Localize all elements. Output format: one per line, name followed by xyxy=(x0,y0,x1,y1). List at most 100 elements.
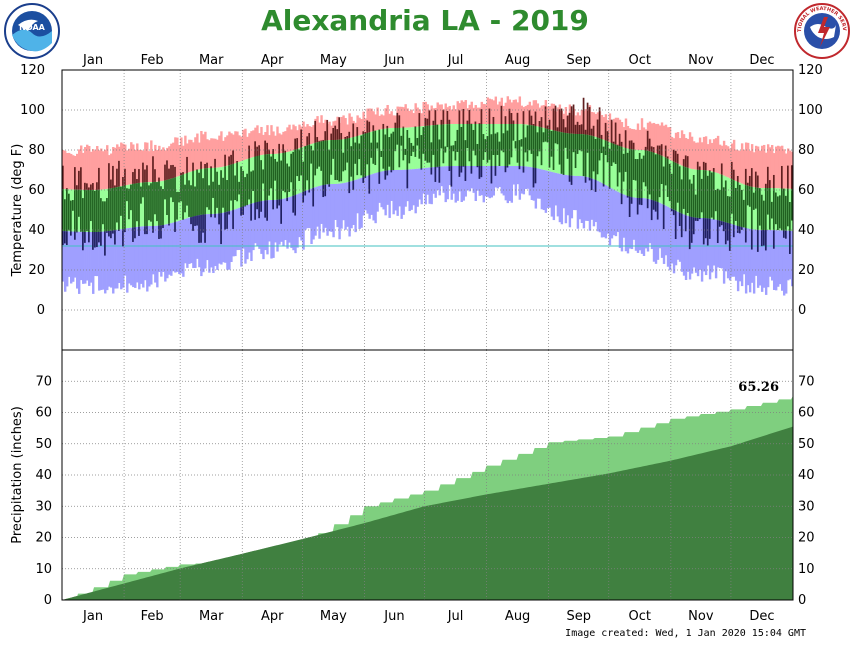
daily-observed-bar xyxy=(228,211,230,215)
daily-observed-bar xyxy=(726,222,729,241)
precipitation-tick-left: 50 xyxy=(35,437,52,452)
record-high-band-bar xyxy=(380,114,383,130)
record-high-band-bar xyxy=(526,104,530,125)
record-low-band-bar xyxy=(782,230,786,296)
record-low-band-bar xyxy=(462,166,465,201)
daily-observed-bar xyxy=(364,132,367,134)
record-low-band-bar xyxy=(374,173,377,224)
daily-observed-bar xyxy=(256,155,258,202)
daily-observed-bar xyxy=(76,185,78,190)
record-low-band-bar xyxy=(482,166,485,203)
record-low-band-bar xyxy=(214,213,217,267)
record-low-band-bar xyxy=(94,231,97,277)
record-low-band-bar xyxy=(346,182,349,227)
daily-observed-bar xyxy=(228,165,230,212)
record-low-band-bar xyxy=(102,231,105,290)
daily-observed-bar xyxy=(194,216,196,226)
record-high-band-bar xyxy=(656,123,660,154)
temperature-tick-left: 120 xyxy=(20,63,45,78)
record-high-band-bar xyxy=(732,139,736,181)
daily-observed-bar xyxy=(694,194,697,218)
daily-observed-bar xyxy=(586,134,589,153)
daily-observed-bar xyxy=(608,148,611,188)
record-high-band-bar xyxy=(776,145,780,189)
record-low-band-bar xyxy=(498,166,501,187)
record-high-band-bar xyxy=(244,128,247,160)
daily-observed-bar xyxy=(546,128,549,143)
record-low-band-bar xyxy=(790,230,794,287)
daily-observed-bar xyxy=(294,138,297,150)
record-high-band-bar xyxy=(420,113,423,127)
record-high-band-bar xyxy=(502,105,506,124)
record-low-band-bar xyxy=(512,166,516,185)
daily-observed-bar xyxy=(672,161,675,210)
record-high-band-bar xyxy=(268,135,271,155)
record-high-band-bar xyxy=(206,139,209,169)
daily-observed-bar xyxy=(88,187,90,190)
daily-observed-bar xyxy=(220,213,222,245)
daily-observed-bar xyxy=(248,145,250,159)
record-low-band-bar xyxy=(504,166,508,201)
record-high-band-bar xyxy=(132,144,135,184)
record-low-band-bar xyxy=(668,207,672,271)
daily-observed-bar xyxy=(578,124,581,135)
daily-observed-bar xyxy=(734,187,737,221)
record-high-band-bar xyxy=(546,106,550,129)
record-low-band-bar xyxy=(546,170,550,209)
daily-observed-bar xyxy=(708,170,711,171)
normal-band-bar xyxy=(612,143,616,190)
record-high-band-bar xyxy=(270,125,273,155)
daily-observed-bar xyxy=(764,188,767,231)
record-low-band-bar xyxy=(286,197,289,249)
daily-observed-bar xyxy=(570,175,573,185)
daily-observed-bar xyxy=(322,139,325,141)
record-high-band-bar xyxy=(198,142,201,170)
daily-observed-bar xyxy=(488,124,491,160)
daily-observed-bar xyxy=(104,231,106,256)
daily-observed-bar xyxy=(326,119,329,141)
month-label-bottom: Mar xyxy=(199,609,224,624)
daily-observed-bar xyxy=(744,228,747,243)
record-low-band-bar xyxy=(582,176,586,229)
record-low-band-bar xyxy=(82,231,85,284)
daily-observed-bar xyxy=(396,112,399,128)
daily-observed-bar xyxy=(628,196,631,217)
record-low-band-bar xyxy=(662,204,666,264)
daily-observed-bar xyxy=(498,141,501,166)
record-low-band-bar xyxy=(368,175,371,219)
daily-observed-bar xyxy=(724,222,727,245)
record-low-band-bar xyxy=(100,231,103,290)
record-low-band-bar xyxy=(328,184,331,232)
daily-observed-bar xyxy=(784,230,787,239)
daily-observed-bar xyxy=(324,140,327,185)
record-high-band-bar xyxy=(168,146,171,180)
temperature-tick-left: 100 xyxy=(20,103,45,118)
daily-observed-bar xyxy=(314,142,317,176)
normal-band-bar xyxy=(450,124,453,167)
daily-observed-bar xyxy=(258,155,260,202)
temperature-panel: 0 0 20 20 40 40 60 60 80 80 100 100 120 120 Temperatur… xyxy=(10,53,823,351)
normal-band-bar xyxy=(452,124,455,167)
daily-observed-bar xyxy=(438,166,441,183)
record-low-band-bar xyxy=(522,166,526,195)
record-high-band-bar xyxy=(330,125,333,141)
record-high-band-bar xyxy=(706,144,710,171)
normal-band-bar xyxy=(332,140,335,184)
daily-observed-bar xyxy=(302,191,305,203)
record-low-band-bar xyxy=(266,200,269,255)
record-low-band-bar xyxy=(540,169,544,210)
record-low-band-bar xyxy=(712,219,716,266)
daily-observed-bar xyxy=(522,166,525,173)
record-low-band-bar xyxy=(98,231,101,291)
daily-observed-bar xyxy=(756,229,759,252)
record-low-band-bar xyxy=(66,231,69,287)
daily-observed-bar xyxy=(672,149,675,162)
daily-observed-bar xyxy=(316,137,319,143)
record-low-band-bar xyxy=(572,175,576,211)
precipitation-tick-right: 20 xyxy=(798,531,815,546)
daily-observed-bar xyxy=(604,140,607,156)
record-high-band-bar xyxy=(196,133,199,170)
record-high-band-bar xyxy=(642,127,646,151)
daily-observed-bar xyxy=(646,198,649,209)
daily-observed-bar xyxy=(640,198,643,206)
